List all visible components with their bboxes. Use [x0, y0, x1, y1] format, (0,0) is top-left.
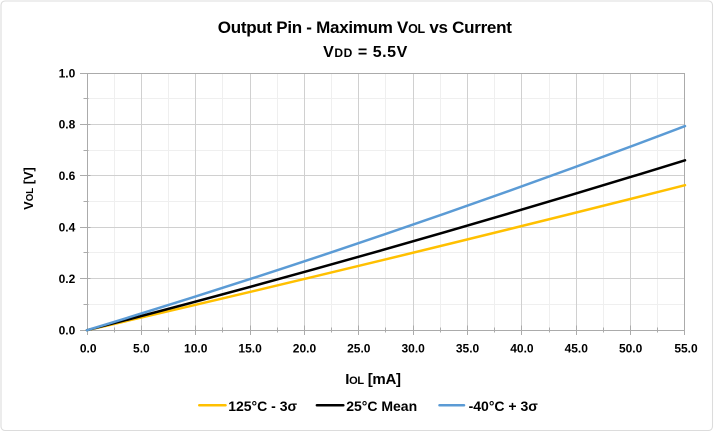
svg-text:VDD = 5.5V: VDD = 5.5V	[323, 44, 408, 61]
svg-text:1.0: 1.0	[59, 66, 76, 80]
svg-text:Output Pin - Maximum VOL vs Cu: Output Pin - Maximum VOL vs Current	[218, 18, 512, 37]
svg-text:0.4: 0.4	[59, 221, 76, 235]
svg-text:20.0: 20.0	[293, 342, 317, 356]
svg-text:40.0: 40.0	[510, 342, 534, 356]
svg-text:-40°C + 3σ: -40°C + 3σ	[469, 398, 539, 414]
svg-text:5.0: 5.0	[133, 342, 150, 356]
svg-text:0.8: 0.8	[59, 118, 76, 132]
svg-text:10.0: 10.0	[184, 342, 208, 356]
svg-text:35.0: 35.0	[456, 342, 480, 356]
svg-text:30.0: 30.0	[402, 342, 426, 356]
svg-text:125°C - 3σ: 125°C - 3σ	[228, 398, 297, 414]
svg-text:15.0: 15.0	[238, 342, 262, 356]
svg-text:0.2: 0.2	[59, 272, 76, 286]
svg-text:0.6: 0.6	[59, 169, 76, 183]
svg-text:25.0: 25.0	[347, 342, 371, 356]
svg-text:0.0: 0.0	[80, 342, 97, 356]
svg-text:VOL [V]: VOL [V]	[21, 167, 36, 210]
svg-text:IOL [mA]: IOL [mA]	[345, 371, 401, 388]
svg-text:50.0: 50.0	[619, 342, 643, 356]
svg-text:25°C Mean: 25°C Mean	[346, 398, 417, 414]
svg-text:45.0: 45.0	[565, 342, 589, 356]
svg-text:0.0: 0.0	[59, 323, 76, 337]
svg-text:55.0: 55.0	[674, 342, 698, 356]
